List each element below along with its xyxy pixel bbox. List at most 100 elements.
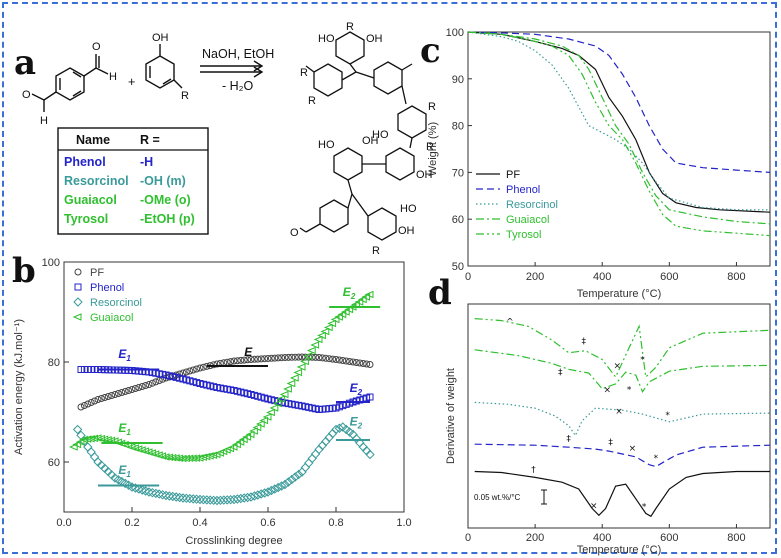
data-point bbox=[334, 423, 345, 433]
plot-frame bbox=[467, 31, 771, 267]
energy-annotation-subscript: 1 bbox=[126, 354, 131, 363]
y-tick-label: 90 bbox=[452, 74, 464, 86]
energy-annotation: E1 bbox=[118, 421, 131, 437]
data-point bbox=[283, 385, 292, 393]
data-point bbox=[154, 489, 164, 499]
data-point bbox=[298, 353, 306, 361]
data-point bbox=[151, 488, 161, 499]
reaction-conditions: NaOH, EtOH bbox=[202, 47, 274, 61]
data-point bbox=[235, 438, 245, 446]
data-point bbox=[255, 420, 265, 428]
x-tick-label: 0.0 bbox=[56, 517, 71, 529]
table-row-r: -OH (m) bbox=[140, 174, 186, 188]
data-point bbox=[178, 493, 188, 503]
data-point bbox=[118, 389, 126, 396]
data-point bbox=[94, 396, 102, 403]
x-tick-label: 400 bbox=[593, 532, 611, 544]
data-point bbox=[128, 386, 136, 393]
data-point bbox=[253, 490, 263, 500]
data-point bbox=[188, 494, 198, 504]
data-point bbox=[250, 355, 258, 363]
y-tick-label: 80 bbox=[452, 121, 464, 133]
energy-annotation: E1 bbox=[118, 463, 131, 479]
data-point bbox=[130, 483, 141, 493]
scale-bar-label: 0.05 wt.%/°C bbox=[474, 493, 521, 502]
data-point bbox=[205, 495, 215, 505]
data-point bbox=[264, 355, 272, 362]
y-tick-label: 60 bbox=[48, 457, 60, 469]
atom-r-phenol: R bbox=[181, 90, 189, 102]
data-point bbox=[296, 363, 306, 371]
peak-marker: × bbox=[629, 444, 637, 454]
peak-marker: * bbox=[654, 454, 659, 464]
table-row-r: -OMe (o) bbox=[140, 193, 191, 207]
data-point bbox=[121, 388, 129, 395]
x-tick-label: 600 bbox=[660, 271, 678, 283]
peak-marker: × bbox=[590, 502, 598, 512]
peak-marker: * bbox=[640, 355, 645, 365]
series-resorcinol bbox=[474, 401, 771, 437]
data-point bbox=[287, 474, 297, 485]
product-atom-oh-1: OH bbox=[366, 33, 383, 45]
x-tick-label: 800 bbox=[727, 532, 745, 544]
data-point bbox=[270, 484, 280, 494]
phenol-structure bbox=[145, 44, 183, 89]
peak-marker: ^ bbox=[506, 317, 514, 327]
data-point bbox=[73, 297, 83, 307]
data-point bbox=[257, 355, 265, 363]
energy-annotation-subscript: 2 bbox=[350, 292, 356, 301]
table-row-name: Guaiacol bbox=[64, 193, 117, 207]
data-point bbox=[240, 356, 248, 364]
data-point bbox=[168, 491, 178, 502]
data-point bbox=[271, 354, 279, 362]
data-point bbox=[195, 494, 205, 505]
plot-frame bbox=[63, 261, 405, 513]
plus-sign: + bbox=[128, 75, 135, 89]
data-point bbox=[352, 359, 360, 366]
data-point bbox=[340, 308, 350, 316]
data-point bbox=[232, 440, 241, 449]
data-point bbox=[293, 469, 304, 480]
x-tick-label: 600 bbox=[660, 532, 678, 544]
data-point bbox=[262, 413, 272, 421]
terephthalaldehyde-structure bbox=[31, 54, 109, 112]
data-point bbox=[356, 359, 364, 367]
data-point bbox=[351, 433, 362, 444]
legend: PF Phenol Resorcinol Guaiacol Tyrosol bbox=[476, 169, 558, 241]
data-point bbox=[233, 357, 241, 365]
x-tick-label: 0 bbox=[465, 271, 471, 283]
peak-marker: † bbox=[531, 465, 536, 475]
data-point bbox=[225, 494, 236, 505]
data-point bbox=[97, 395, 105, 402]
data-point bbox=[198, 494, 209, 505]
data-point bbox=[191, 454, 201, 462]
data-point bbox=[219, 495, 229, 505]
data-point bbox=[252, 423, 262, 432]
data-point bbox=[74, 283, 82, 291]
data-point bbox=[280, 479, 290, 490]
data-point bbox=[131, 385, 139, 392]
data-point bbox=[289, 374, 299, 382]
y-axis-label: Weight (%) bbox=[427, 122, 439, 176]
peak-marker: ‡ bbox=[566, 434, 571, 444]
y-axis-label: Derivative of weight bbox=[445, 368, 457, 464]
data-point bbox=[346, 358, 354, 365]
table-row-name: Tyrosol bbox=[64, 212, 108, 226]
data-point bbox=[72, 440, 82, 449]
product-atom-r-2: R bbox=[300, 67, 308, 79]
data-point bbox=[325, 355, 333, 363]
data-point bbox=[204, 452, 214, 460]
data-point bbox=[199, 363, 207, 371]
data-point bbox=[101, 394, 109, 401]
data-point bbox=[323, 323, 333, 332]
panel-d-dtg-chart: d 0 200 400 600 800 Temperature (°C) Derivative… bbox=[428, 273, 771, 556]
data-point bbox=[244, 356, 252, 364]
data-point bbox=[354, 298, 364, 306]
data-point bbox=[256, 489, 266, 499]
data-point bbox=[281, 354, 289, 361]
data-point bbox=[193, 365, 201, 373]
data-point bbox=[300, 462, 311, 473]
data-point bbox=[247, 356, 255, 363]
data-point bbox=[306, 346, 316, 355]
